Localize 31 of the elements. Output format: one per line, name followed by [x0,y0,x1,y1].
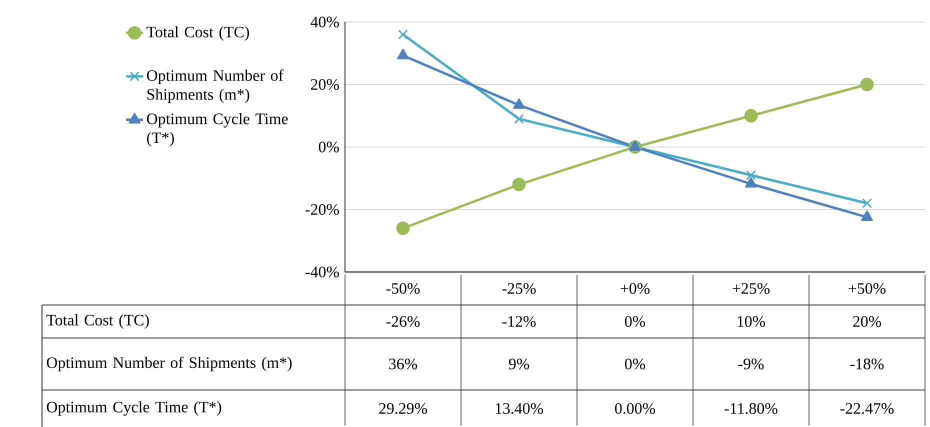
data-label: 0% [624,358,646,370]
x-tick-label: +25% [732,283,770,294]
data-label: -22.47% [840,403,894,414]
data-label: 0% [624,316,646,327]
data-label: 0.00% [615,403,656,414]
data-label: -26% [386,316,420,327]
data-label: -18% [850,358,884,370]
data-label: 10% [738,316,766,327]
data-label: 9% [508,358,530,370]
x-tick-label: -50% [386,283,420,294]
data-label: 20% [853,316,882,327]
legend-label: Optimum Cycle Time (T*) [146,113,288,146]
y-tick-label: 0% [318,142,339,152]
legend-label: Optimum Number of Shipments (m*) [146,70,284,104]
text: Total Cost (TC) [46,314,149,329]
x-tick-label: -25% [502,283,536,294]
data-label: -12% [502,316,536,327]
legend-label: Total Cost (TC) [146,26,249,41]
data-label: 13.40% [496,403,544,414]
data-label: 29.29% [379,403,428,414]
y-tick-label: -20% [306,204,339,215]
data-label: -11.80% [724,403,778,414]
data-label: 36% [389,358,418,370]
x-tick-label: +0% [620,283,650,294]
y-tick-label: 40% [310,16,339,28]
y-tick-label: -40% [306,266,339,278]
text: Optimum Number of Shipments (m*) [46,356,292,372]
data-label: -9% [738,358,764,370]
y-tick-label: 20% [310,79,339,90]
text: Optimum Cycle Time (T*) [46,401,222,416]
x-tick-label: +50% [848,283,886,294]
